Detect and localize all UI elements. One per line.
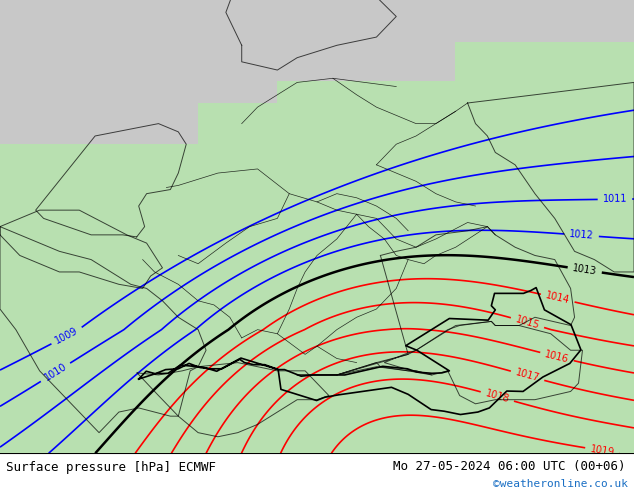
- Text: 1009: 1009: [53, 326, 80, 346]
- Text: 1019: 1019: [590, 443, 615, 457]
- Text: 1017: 1017: [514, 368, 541, 384]
- Text: 1012: 1012: [569, 229, 594, 241]
- Text: ©weatheronline.co.uk: ©weatheronline.co.uk: [493, 480, 628, 490]
- Text: Surface pressure [hPa] ECMWF: Surface pressure [hPa] ECMWF: [6, 462, 216, 474]
- Text: 1013: 1013: [572, 263, 598, 277]
- Text: Mo 27-05-2024 06:00 UTC (00+06): Mo 27-05-2024 06:00 UTC (00+06): [393, 460, 626, 473]
- Text: 1018: 1018: [484, 389, 510, 405]
- Text: 1015: 1015: [514, 314, 541, 331]
- Text: 1014: 1014: [545, 291, 571, 306]
- Text: 1011: 1011: [603, 194, 627, 204]
- Text: 1016: 1016: [544, 349, 570, 365]
- Text: 1010: 1010: [42, 362, 68, 383]
